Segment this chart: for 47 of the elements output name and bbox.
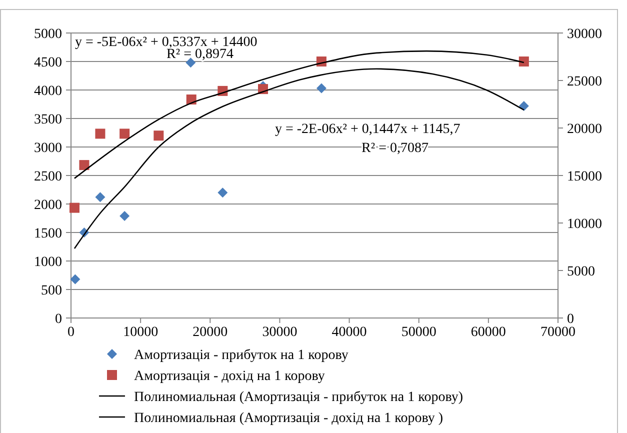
y-tick-label: 5000 xyxy=(34,27,62,42)
point xyxy=(120,210,130,221)
y-tick-label: 4000 xyxy=(34,84,62,99)
x-tick-label: 10000 xyxy=(123,325,158,340)
x-tick-label: 30000 xyxy=(262,325,298,340)
legend-label: Амортизація - дохід на 1 корову xyxy=(134,369,325,384)
point xyxy=(518,100,529,111)
y-tick-label: 3000 xyxy=(34,141,62,156)
annotation: R² = 0,8974 xyxy=(166,47,234,62)
x-tick-label: 60000 xyxy=(470,325,506,340)
annotation: y = -5E-06x² + 0,5337x + 14400 xyxy=(75,35,258,50)
annotation: R² = 0,7087 xyxy=(362,141,428,156)
point xyxy=(154,130,164,141)
y2-tick-label: 5000 xyxy=(567,264,595,280)
y2-tick-label: 15000 xyxy=(567,170,602,184)
y-tick-label: 3500 xyxy=(34,112,62,128)
x-tick-label: 50000 xyxy=(401,325,436,340)
point xyxy=(316,83,326,94)
point xyxy=(69,202,80,213)
y2-tick-label: 25000 xyxy=(567,74,602,90)
legend-label: Полиномиальная (Амортизація - прибуток на 1 корову) xyxy=(134,390,464,405)
point xyxy=(95,128,106,139)
y2-tick-label: 0 xyxy=(567,312,574,327)
legend-label: Полиномиальная (Амортизація - дохід на 1 корову ) xyxy=(134,411,444,426)
y-tick-label: 1000 xyxy=(34,255,62,270)
point xyxy=(79,160,90,170)
y-tick-label: 0 xyxy=(55,312,62,327)
y2-tick-label: 30000 xyxy=(567,27,602,42)
x-tick-label: 40000 xyxy=(332,325,367,340)
x-tick-label: 20000 xyxy=(192,325,228,340)
x-tick-label: 0 xyxy=(68,325,74,340)
y2-tick-label: 10000 xyxy=(567,217,602,232)
y-tick-label: 2500 xyxy=(34,170,62,184)
y-tick-label: 2000 xyxy=(34,198,62,213)
point xyxy=(95,192,106,202)
y-tick-label: 4500 xyxy=(34,56,62,70)
y-tick-label: 1500 xyxy=(34,226,62,242)
legend-label: Амортизація - прибуток на 1 корову xyxy=(134,348,348,363)
annotation: y = -2E-06x² + 0,1447x + 1145,7 xyxy=(275,122,460,137)
point xyxy=(218,188,228,198)
point xyxy=(70,274,80,284)
x-tick-label: 70000 xyxy=(540,325,576,340)
y2-tick-label: 20000 xyxy=(567,122,602,137)
point xyxy=(186,58,196,68)
y-tick-label: 500 xyxy=(41,284,62,298)
point xyxy=(518,56,529,66)
point xyxy=(120,128,130,139)
